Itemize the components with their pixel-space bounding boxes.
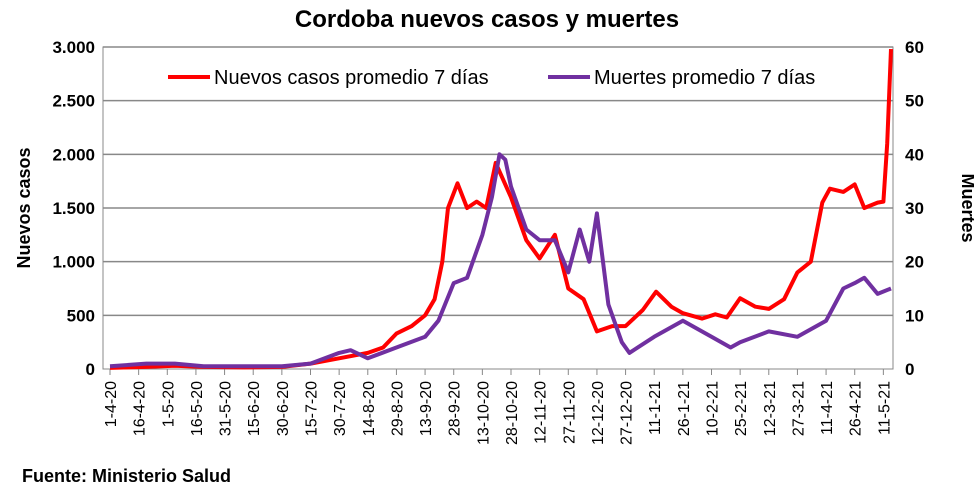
x-tick-label: 16-4-20 <box>132 381 149 436</box>
x-tick-label: 1-4-20 <box>103 381 120 427</box>
legend-label: Nuevos casos promedio 7 días <box>214 67 489 89</box>
x-tick-label: 16-5-20 <box>189 381 206 436</box>
x-tick-label: 25-2-21 <box>733 381 750 436</box>
x-tick-label: 13-9-20 <box>418 381 435 436</box>
x-tick-label: 15-7-20 <box>304 381 321 436</box>
x-tick-label: 11-4-21 <box>819 381 836 435</box>
x-tick-label: 28-10-20 <box>504 381 521 445</box>
y2-tick-label: 0 <box>905 360 914 379</box>
y2-tick-label: 60 <box>905 38 924 57</box>
x-tick-label: 29-8-20 <box>389 381 406 436</box>
y-tick-label: 1.000 <box>52 253 95 272</box>
x-tick-label: 27-11-20 <box>561 381 578 444</box>
x-tick-label: 27-3-21 <box>790 381 807 436</box>
x-tick-label: 26-4-21 <box>848 381 865 436</box>
x-tick-label: 12-12-20 <box>590 381 607 445</box>
y-tick-label: 1.500 <box>52 199 95 218</box>
x-tick-label: 13-10-20 <box>475 381 492 445</box>
y2-tick-label: 40 <box>905 145 924 164</box>
x-tick-label: 30-7-20 <box>332 381 349 436</box>
x-tick-label: 12-3-21 <box>762 381 779 436</box>
y2-tick-label: 20 <box>905 253 924 272</box>
y2-tick-label: 10 <box>905 306 924 325</box>
x-tick-label: 10-2-21 <box>705 381 722 436</box>
y-tick-label: 2.000 <box>52 145 95 164</box>
x-tick-label: 15-6-20 <box>246 381 263 436</box>
x-tick-label: 11-1-21 <box>647 381 664 435</box>
y-tick-label: 0 <box>86 360 95 379</box>
y-tick-label: 3.000 <box>52 38 95 57</box>
y-tick-label: 2.500 <box>52 92 95 111</box>
x-tick-label: 30-6-20 <box>275 381 292 436</box>
source-note: Fuente: Ministerio Salud <box>22 466 232 486</box>
chart-title: Cordoba nuevos casos y muertes <box>294 6 680 33</box>
y-tick-label: 500 <box>67 306 95 325</box>
x-tick-label: 28-9-20 <box>447 381 464 436</box>
y-axis-label: Nuevos casos <box>14 147 34 268</box>
series-line-casos <box>109 49 893 370</box>
x-tick-label: 14-8-20 <box>361 381 378 436</box>
legend-label: Muertes promedio 7 días <box>594 67 815 89</box>
x-tick-label: 31-5-20 <box>218 381 235 436</box>
y2-tick-label: 50 <box>905 92 924 111</box>
series-line-muertes <box>109 152 892 369</box>
x-tick-label: 11-5-21 <box>876 381 893 435</box>
x-tick-label: 27-12-20 <box>619 381 636 445</box>
x-tick-label: 12-11-20 <box>533 381 550 444</box>
y2-tick-label: 30 <box>905 199 924 218</box>
y2-axis-label: Muertes <box>958 173 974 242</box>
x-tick-label: 1-5-20 <box>160 381 177 427</box>
x-tick-label: 26-1-21 <box>676 381 693 436</box>
